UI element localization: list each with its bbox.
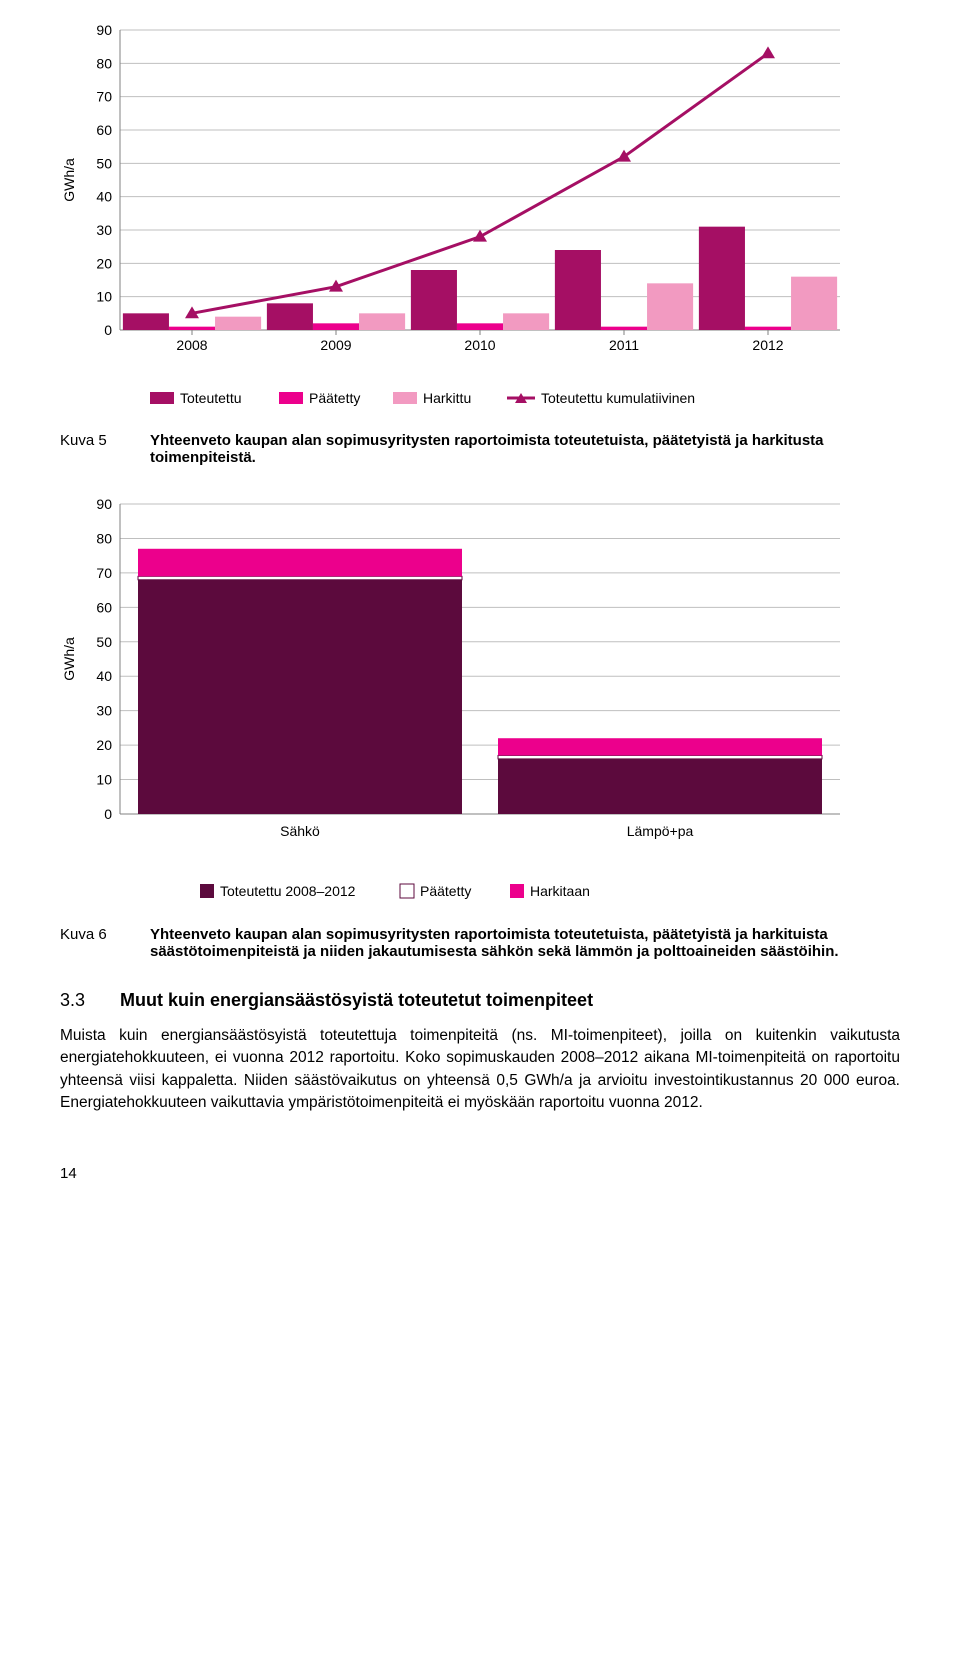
svg-text:2008: 2008 — [176, 337, 207, 353]
svg-text:2009: 2009 — [320, 337, 351, 353]
section-heading: 3.3 Muut kuin energiansäästösyistä toteu… — [60, 990, 900, 1011]
chart-1: 0 10 20 30 40 50 60 70 80 90 GWh/a 2008 2009 2010 2011… — [60, 20, 900, 420]
svg-text:80: 80 — [96, 55, 112, 71]
figure-6-label: Kuva 6 — [60, 926, 150, 960]
svg-text:90: 90 — [96, 22, 112, 38]
svg-text:2010: 2010 — [464, 337, 495, 353]
svg-text:2012: 2012 — [752, 337, 783, 353]
svg-text:0: 0 — [104, 322, 112, 338]
body-paragraph: Muista kuin energiansäästösyistä toteute… — [60, 1025, 900, 1115]
svg-text:40: 40 — [96, 189, 112, 205]
svg-text:60: 60 — [96, 599, 112, 615]
svg-text:Lämpö+pa: Lämpö+pa — [627, 823, 694, 839]
svg-text:Päätetty: Päätetty — [420, 883, 471, 899]
figure-5-caption: Kuva 5 Yhteenveto kaupan alan sopimusyri… — [60, 432, 900, 466]
svg-text:Harkittu: Harkittu — [423, 390, 471, 406]
svg-text:30: 30 — [96, 703, 112, 719]
svg-text:30: 30 — [96, 222, 112, 238]
page-number: 14 — [60, 1165, 900, 1182]
figure-5-label: Kuva 5 — [60, 432, 150, 466]
svg-text:10: 10 — [96, 289, 112, 305]
svg-text:90: 90 — [96, 496, 112, 512]
svg-text:0: 0 — [104, 806, 112, 822]
svg-text:50: 50 — [96, 634, 112, 650]
svg-text:70: 70 — [96, 565, 112, 581]
svg-text:Toteutettu 2008–2012: Toteutettu 2008–2012 — [220, 883, 356, 899]
svg-text:Toteutettu: Toteutettu — [180, 390, 242, 406]
svg-text:GWh/a: GWh/a — [61, 637, 77, 681]
svg-text:50: 50 — [96, 155, 112, 171]
svg-text:60: 60 — [96, 122, 112, 138]
svg-text:GWh/a: GWh/a — [61, 158, 77, 202]
figure-6-text: Yhteenveto kaupan alan sopimusyritysten … — [150, 926, 900, 960]
svg-text:Sähkö: Sähkö — [280, 823, 320, 839]
section-title: Muut kuin energiansäästösyistä toteutetu… — [120, 990, 593, 1011]
chart-2: 0 10 20 30 40 50 60 70 80 90 GWh/a Sähkö Lämpö+pa Tot… — [60, 494, 900, 914]
chart1-svg: 0 10 20 30 40 50 60 70 80 90 GWh/a 2008 2009 2010 2011… — [60, 20, 860, 420]
svg-text:80: 80 — [96, 530, 112, 546]
figure-6-caption: Kuva 6 Yhteenveto kaupan alan sopimusyri… — [60, 926, 900, 960]
svg-text:40: 40 — [96, 668, 112, 684]
svg-text:70: 70 — [96, 89, 112, 105]
svg-text:20: 20 — [96, 737, 112, 753]
figure-5-text: Yhteenveto kaupan alan sopimusyritysten … — [150, 432, 900, 466]
svg-text:Toteutettu kumulatiivinen: Toteutettu kumulatiivinen — [541, 390, 695, 406]
section-number: 3.3 — [60, 990, 120, 1011]
svg-text:20: 20 — [96, 255, 112, 271]
svg-text:2011: 2011 — [609, 337, 639, 353]
chart2-svg: 0 10 20 30 40 50 60 70 80 90 GWh/a Sähkö Lämpö+pa Tot… — [60, 494, 860, 914]
svg-text:Päätetty: Päätetty — [309, 390, 360, 406]
svg-text:10: 10 — [96, 772, 112, 788]
svg-text:Harkitaan: Harkitaan — [530, 883, 590, 899]
